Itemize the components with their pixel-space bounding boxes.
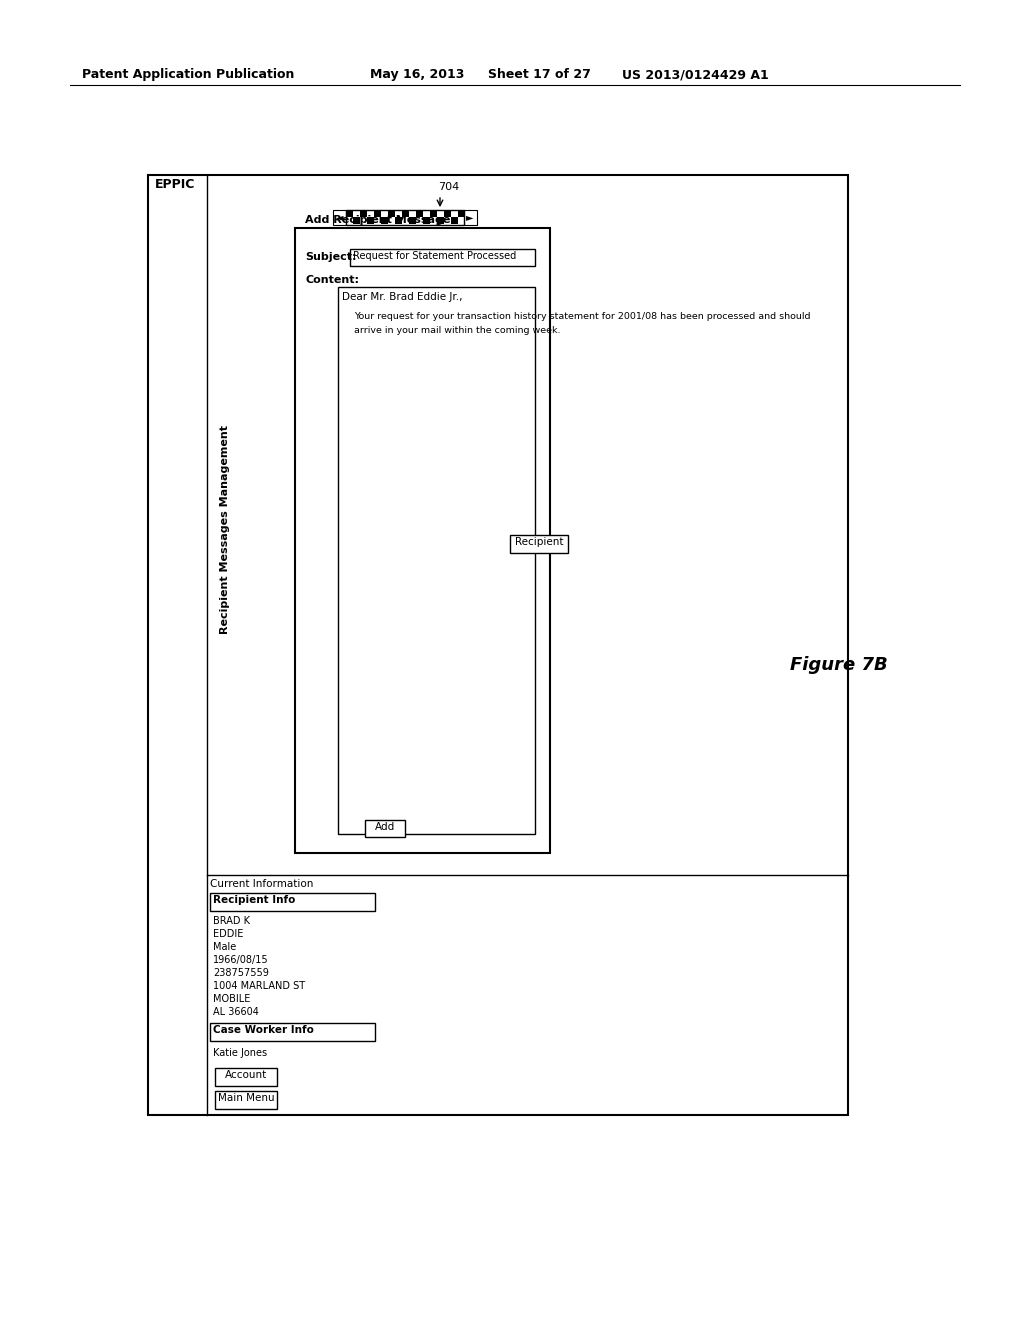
Bar	[458, 216, 464, 224]
Text: ►: ►	[466, 213, 474, 223]
Bar	[353, 216, 360, 224]
Bar	[381, 210, 388, 216]
Bar	[360, 210, 367, 216]
Text: Recipient Messages Management: Recipient Messages Management	[220, 425, 230, 635]
Bar	[430, 216, 437, 224]
Bar	[210, 1023, 375, 1041]
Text: Male: Male	[213, 942, 237, 952]
Bar	[388, 216, 395, 224]
Text: 1004 MARLAND ST: 1004 MARLAND ST	[213, 981, 305, 991]
Bar	[510, 535, 568, 553]
Text: Dear Mr. Brad Eddie Jr.,: Dear Mr. Brad Eddie Jr.,	[342, 292, 463, 302]
Bar	[444, 210, 451, 216]
Bar	[409, 216, 416, 224]
Bar	[437, 210, 444, 216]
Text: ◄: ◄	[336, 213, 344, 223]
Bar	[423, 210, 430, 216]
Bar	[338, 286, 535, 834]
Text: 238757559: 238757559	[213, 968, 269, 978]
Bar	[381, 216, 388, 224]
Text: Add Recipient Message: Add Recipient Message	[305, 215, 451, 224]
Bar	[350, 249, 535, 267]
Bar	[451, 216, 458, 224]
Text: AL 36604: AL 36604	[213, 1007, 259, 1016]
Bar	[353, 210, 360, 216]
Bar	[464, 210, 477, 224]
Text: May 16, 2013: May 16, 2013	[370, 69, 464, 81]
Bar	[402, 216, 409, 224]
Text: MOBILE: MOBILE	[213, 994, 251, 1005]
Bar	[395, 210, 402, 216]
Text: Patent Application Publication: Patent Application Publication	[82, 69, 294, 81]
Bar	[367, 210, 374, 216]
Bar	[346, 210, 464, 224]
Bar	[210, 894, 375, 911]
Text: BRAD K: BRAD K	[213, 916, 250, 927]
Text: Sheet 17 of 27: Sheet 17 of 27	[488, 69, 591, 81]
Text: EPPIC: EPPIC	[155, 178, 196, 191]
Bar	[409, 210, 416, 216]
Text: Case Worker Info: Case Worker Info	[213, 1026, 314, 1035]
Bar	[437, 216, 444, 224]
Text: Current Information: Current Information	[210, 879, 313, 888]
Text: Add: Add	[375, 822, 395, 832]
Bar	[388, 210, 395, 216]
Bar	[333, 210, 346, 224]
Bar	[451, 210, 458, 216]
Text: Recipient Info: Recipient Info	[213, 895, 295, 906]
Bar	[374, 210, 381, 216]
Bar	[416, 216, 423, 224]
Bar	[395, 216, 402, 224]
Bar	[458, 210, 464, 216]
Bar	[365, 820, 406, 837]
Bar	[360, 216, 367, 224]
Text: 704: 704	[438, 182, 459, 191]
Text: Recipient: Recipient	[515, 537, 563, 546]
Text: Figure 7B: Figure 7B	[790, 656, 888, 675]
Text: US 2013/0124429 A1: US 2013/0124429 A1	[622, 69, 769, 81]
Text: Content:: Content:	[305, 275, 359, 285]
Bar	[148, 176, 848, 1115]
Text: Account: Account	[225, 1071, 267, 1080]
Text: Katie Jones: Katie Jones	[213, 1048, 267, 1059]
Bar	[215, 1092, 278, 1109]
Bar	[346, 210, 353, 216]
Bar	[444, 216, 451, 224]
Bar	[215, 1068, 278, 1086]
Text: Subject:: Subject:	[305, 252, 356, 261]
Bar	[430, 210, 437, 216]
Bar	[423, 216, 430, 224]
Text: Main Menu: Main Menu	[218, 1093, 274, 1104]
Bar	[346, 216, 353, 224]
Text: Request for Statement Processed: Request for Statement Processed	[353, 251, 516, 261]
Text: 1966/08/15: 1966/08/15	[213, 954, 268, 965]
Text: EDDIE: EDDIE	[213, 929, 244, 939]
Text: Your request for your transaction history statement for 2001/08 has been process: Your request for your transaction histor…	[354, 312, 811, 321]
Bar	[416, 210, 423, 216]
Bar	[367, 216, 374, 224]
Bar	[402, 210, 409, 216]
Bar	[295, 228, 550, 853]
Text: arrive in your mail within the coming week.: arrive in your mail within the coming we…	[354, 326, 560, 335]
Bar	[374, 216, 381, 224]
